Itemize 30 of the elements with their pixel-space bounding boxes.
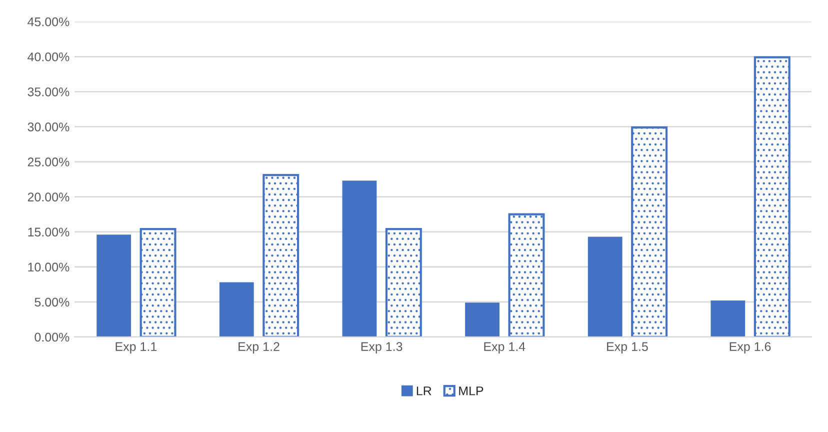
bar (465, 302, 500, 337)
bar (631, 126, 668, 337)
y-tick-label: 35.00% (28, 87, 70, 96)
legend-label: LR (416, 386, 432, 396)
bar (710, 300, 746, 337)
bar (385, 228, 422, 337)
bar (96, 234, 132, 337)
y-tick-label: 30.00% (28, 122, 70, 132)
bar (588, 236, 622, 337)
x-tick-label: Exp 1.6 (730, 342, 771, 354)
bar (508, 213, 545, 337)
legend-label: MLP (459, 386, 484, 396)
y-tick-label: 15.00% (28, 228, 70, 236)
bar (262, 174, 300, 337)
y-tick-label: 25.00% (28, 158, 70, 166)
x-tick-label: Exp 1.1 (116, 342, 157, 354)
bar (754, 56, 790, 337)
y-tick-label: 10.00% (28, 262, 70, 272)
y-tick-label: 0.00% (34, 332, 70, 342)
y-tick-label: 40.00% (28, 52, 70, 62)
y-tick-label: 20.00% (28, 192, 70, 202)
x-tick-label: Exp 1.5 (607, 342, 648, 354)
x-tick-label: Exp 1.2 (238, 342, 280, 354)
x-tick-label: Exp 1.3 (361, 342, 402, 354)
y-tick-label: 5.00% (34, 298, 70, 307)
bar (219, 282, 254, 337)
bar (140, 228, 176, 337)
x-tick-label: Exp 1.4 (484, 342, 526, 354)
y-tick-label: 45.00% (28, 17, 70, 26)
bar (342, 180, 377, 337)
